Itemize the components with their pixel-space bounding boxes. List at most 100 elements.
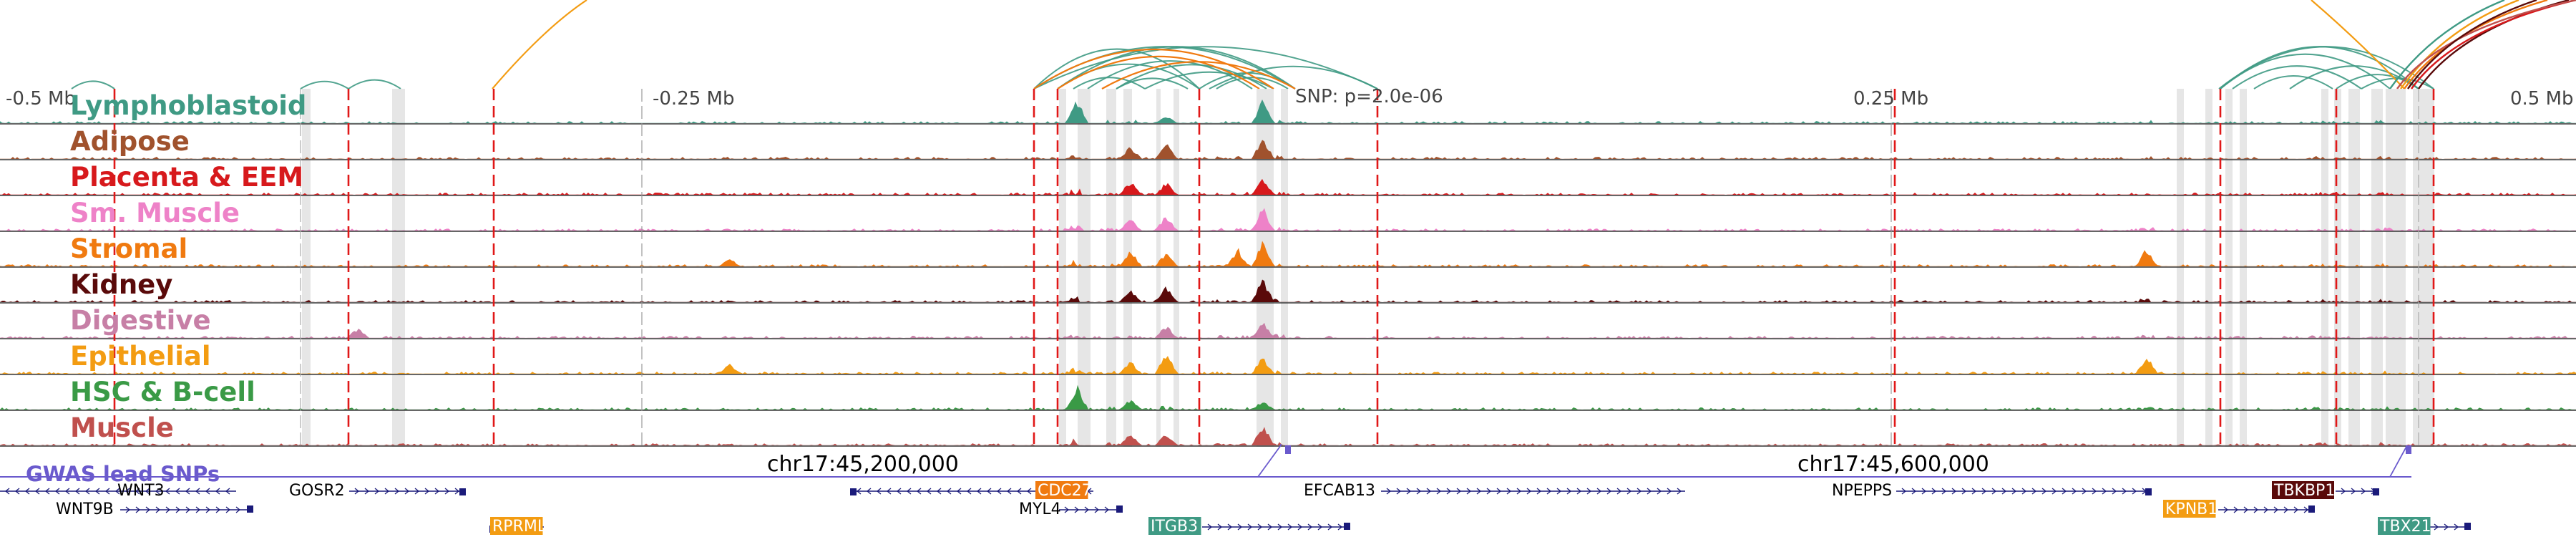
exon-block	[2145, 488, 2152, 495]
scale-label-plus-quarter: 0.25 Mb	[1853, 88, 1928, 110]
highlight-band	[1078, 89, 1091, 447]
exon-block	[247, 505, 253, 513]
track-label: Placenta & EEM	[70, 162, 303, 193]
gene-label: CDC27	[1038, 482, 1092, 500]
loop-arc	[300, 80, 349, 90]
strand-arrows	[4, 488, 230, 495]
track-label: Digestive	[70, 305, 211, 336]
loop-arc	[2389, 0, 2505, 90]
gene-wnt3: WNT3	[0, 482, 236, 500]
track-signal	[0, 427, 2576, 445]
track-label: HSC & B-cell	[70, 377, 255, 407]
track-label: Stromal	[70, 233, 187, 264]
exon-block	[459, 488, 466, 495]
gwas-snp-marker	[2406, 445, 2411, 454]
gene-itgb3: ITGB3	[1148, 517, 1350, 536]
loop-arc	[1033, 46, 1378, 90]
gene-myl4: MYL4	[1019, 500, 1123, 518]
scale-label-plus-half: 0.5 Mb	[2510, 88, 2574, 110]
gene-label: ITGB3	[1151, 518, 1198, 536]
strand-arrows	[125, 506, 241, 513]
gene-label: TBX21	[2379, 518, 2431, 536]
track-label: Adipose	[70, 126, 190, 157]
track-labels: Lymphoblastoid Adipose Placenta & EEM Sm. M…	[70, 90, 306, 443]
gene-gosr2: GOSR2	[289, 482, 466, 500]
gene-npepps: NPEPPS	[1832, 482, 2152, 500]
vertical-guide-lines	[113, 89, 2435, 447]
gene-label: NPEPPS	[1832, 482, 1892, 500]
highlight-band	[2177, 89, 2184, 447]
gene-label: TBKBP1	[2273, 482, 2335, 500]
coordinate-label-left: chr17:45,200,000	[767, 452, 959, 477]
loop-arc	[1101, 61, 1296, 90]
highlight-band	[1059, 89, 1066, 447]
gene-label: KPNB1	[2165, 500, 2218, 518]
strand-arrows	[1207, 523, 1343, 531]
highlight-band	[302, 89, 311, 447]
gene-efcab13: EFCAB13	[1304, 482, 1685, 500]
exon-block	[2308, 505, 2315, 513]
loop-arc	[1116, 77, 1189, 90]
gene-tbx21: TBX21	[2378, 517, 2471, 536]
gene-highlight-box	[490, 517, 543, 535]
loop-arc	[2396, 0, 2576, 90]
loop-arc	[2411, 0, 2576, 90]
loop-arc	[2400, 0, 2519, 90]
track-signal	[0, 384, 2576, 410]
gene-label: WNT9B	[56, 500, 114, 518]
strand-arrows	[1386, 488, 1682, 495]
highlight-band	[2225, 89, 2233, 447]
loop-arc	[1087, 60, 1253, 90]
loop-arc	[492, 0, 587, 90]
track-label: Lymphoblastoid	[70, 90, 306, 121]
gwas-track: GWAS lead SNPs	[0, 444, 2411, 486]
track-label: Epithelial	[70, 341, 211, 372]
highlight-band	[1281, 89, 1288, 447]
gene-label: WNT3	[117, 482, 165, 500]
highlight-band	[1174, 89, 1179, 447]
exon-block	[2464, 523, 2471, 530]
exon-block	[850, 488, 857, 495]
gene-cdc27: CDC27	[850, 481, 1093, 500]
gene-highlight-box	[2378, 517, 2431, 535]
highlight-region-bands	[302, 89, 2434, 447]
gene-highlight-box	[1148, 517, 1201, 535]
snp-p-value-label: SNP: p=2.0e-06	[1295, 86, 1443, 107]
chromatin-loop-arcs	[71, 0, 2576, 90]
gene-tbkbp1: TBKBP1	[2272, 481, 2379, 500]
highlight-band	[1156, 89, 1161, 447]
highlight-band	[2371, 89, 2383, 447]
loop-arc	[2220, 53, 2391, 90]
gwas-label: GWAS lead SNPs	[26, 462, 220, 486]
strand-arrows	[354, 488, 460, 495]
gwas-snp-connector	[1257, 444, 1282, 478]
highlight-band	[1257, 89, 1274, 447]
gene-highlight-box	[2163, 500, 2216, 518]
strand-arrows	[1901, 488, 2147, 495]
accessibility-tracks	[0, 99, 2576, 447]
gene-rprml: RPRML	[489, 517, 547, 536]
strand-arrows	[1064, 506, 1110, 513]
gwas-snp-connector	[2389, 445, 2408, 478]
highlight-band	[2205, 89, 2212, 447]
highlight-band	[2348, 89, 2360, 447]
highlight-band	[1106, 89, 1116, 447]
loop-arc	[1033, 48, 1200, 90]
highlight-band	[2240, 89, 2247, 447]
gwas-snp-marker	[1285, 445, 1291, 454]
loop-arc	[1144, 71, 1274, 90]
exon-block	[1116, 505, 1123, 513]
loop-arc	[1073, 77, 1146, 90]
gene-highlight-box	[1035, 481, 1088, 499]
loop-arc	[2311, 0, 2405, 90]
gene-wnt9b: WNT9B	[56, 500, 253, 518]
scale-label-minus-half: -0.5 Mb	[6, 88, 76, 110]
coordinate-label-right: chr17:45,600,000	[1797, 452, 1989, 477]
exon-block	[1344, 523, 1350, 530]
loop-arc	[2407, 0, 2537, 90]
highlight-band	[2321, 89, 2328, 447]
track-label: Muscle	[70, 412, 174, 443]
gene-highlight-box	[2272, 481, 2334, 499]
